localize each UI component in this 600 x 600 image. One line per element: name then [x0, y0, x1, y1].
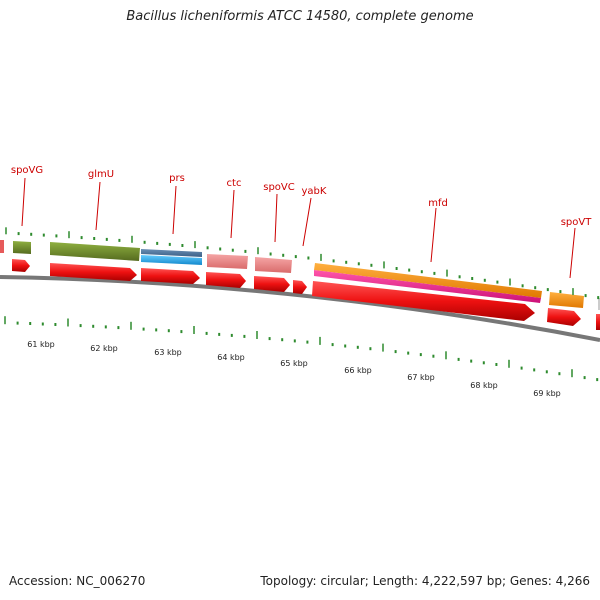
- gene-label-yabK: yabK: [302, 186, 327, 197]
- cds-arrow: [312, 281, 535, 321]
- cds-arrow: [254, 276, 290, 292]
- cds-arrow: [141, 268, 200, 284]
- cds-arrow: [12, 259, 30, 272]
- cds-arrow: [596, 314, 600, 330]
- gene-label-prs: prs: [169, 173, 185, 184]
- gene-label-spoVC: spoVC: [263, 182, 295, 193]
- kbp-label: 66 kbp: [344, 366, 372, 375]
- glmU-feature-edge: [0, 240, 4, 253]
- accession-text: Accession: NC_006270: [9, 574, 146, 588]
- yabK-leader: [302, 197, 312, 247]
- gene-labels: spoVG glmU prs ctc spoVC yabK mfd spoVT: [11, 165, 592, 228]
- genome-summary-text: Topology: circular; Length: 4,222,597 bp…: [260, 574, 590, 588]
- gene-label-spoVG: spoVG: [11, 165, 43, 176]
- cds-arrow: [293, 280, 307, 294]
- ctc-feature: [207, 254, 248, 269]
- spoVG-feature: [13, 241, 31, 254]
- mfd-feature: [314, 263, 542, 298]
- ctc-leader: [230, 189, 235, 239]
- gene-label-spoVT: spoVT: [561, 217, 593, 228]
- spoVG-leader: [21, 177, 26, 227]
- genome-backbone: [0, 275, 600, 342]
- cds-arrow: [206, 272, 246, 288]
- prs-feature: [141, 255, 202, 265]
- feature-track: [0, 240, 600, 310]
- kbp-label: 65 kbp: [280, 359, 308, 368]
- upper-tick-row: [5, 227, 600, 300]
- kbp-label: 69 kbp: [533, 389, 561, 398]
- kbp-label: 62 kbp: [90, 344, 118, 353]
- kbp-label: 63 kbp: [154, 348, 182, 357]
- gene-label-ctc: ctc: [227, 178, 242, 189]
- cds-arrow: [50, 263, 137, 281]
- prs-leader: [172, 185, 177, 235]
- lower-tick-row: [4, 316, 599, 382]
- spoVT-leader: [569, 227, 576, 279]
- kbp-label: 68 kbp: [470, 381, 498, 390]
- gene-label-mfd: mfd: [428, 198, 448, 209]
- kbp-labels: 61 kbp 62 kbp 63 kbp 64 kbp 65 kbp 66 kb…: [27, 340, 561, 398]
- kbp-label: 67 kbp: [407, 373, 435, 382]
- glmU-feature: [50, 242, 140, 261]
- gene-label-glmU: glmU: [88, 169, 114, 180]
- spoVC-feature: [255, 257, 292, 273]
- spoVC-leader: [274, 193, 278, 243]
- mfd-leader: [430, 207, 437, 263]
- kbp-label: 64 kbp: [217, 353, 245, 362]
- map-title: Bacillus licheniformis ATCC 14580, compl…: [126, 9, 474, 24]
- prs-feature-top: [141, 249, 202, 257]
- spoVT-feature: [549, 292, 584, 308]
- kbp-label: 61 kbp: [27, 340, 55, 349]
- cds-track: [12, 259, 600, 330]
- glmU-leader: [95, 181, 101, 231]
- label-leaders: [21, 177, 576, 279]
- mfd-feature-inner: [314, 270, 541, 303]
- cds-arrow: [547, 308, 581, 326]
